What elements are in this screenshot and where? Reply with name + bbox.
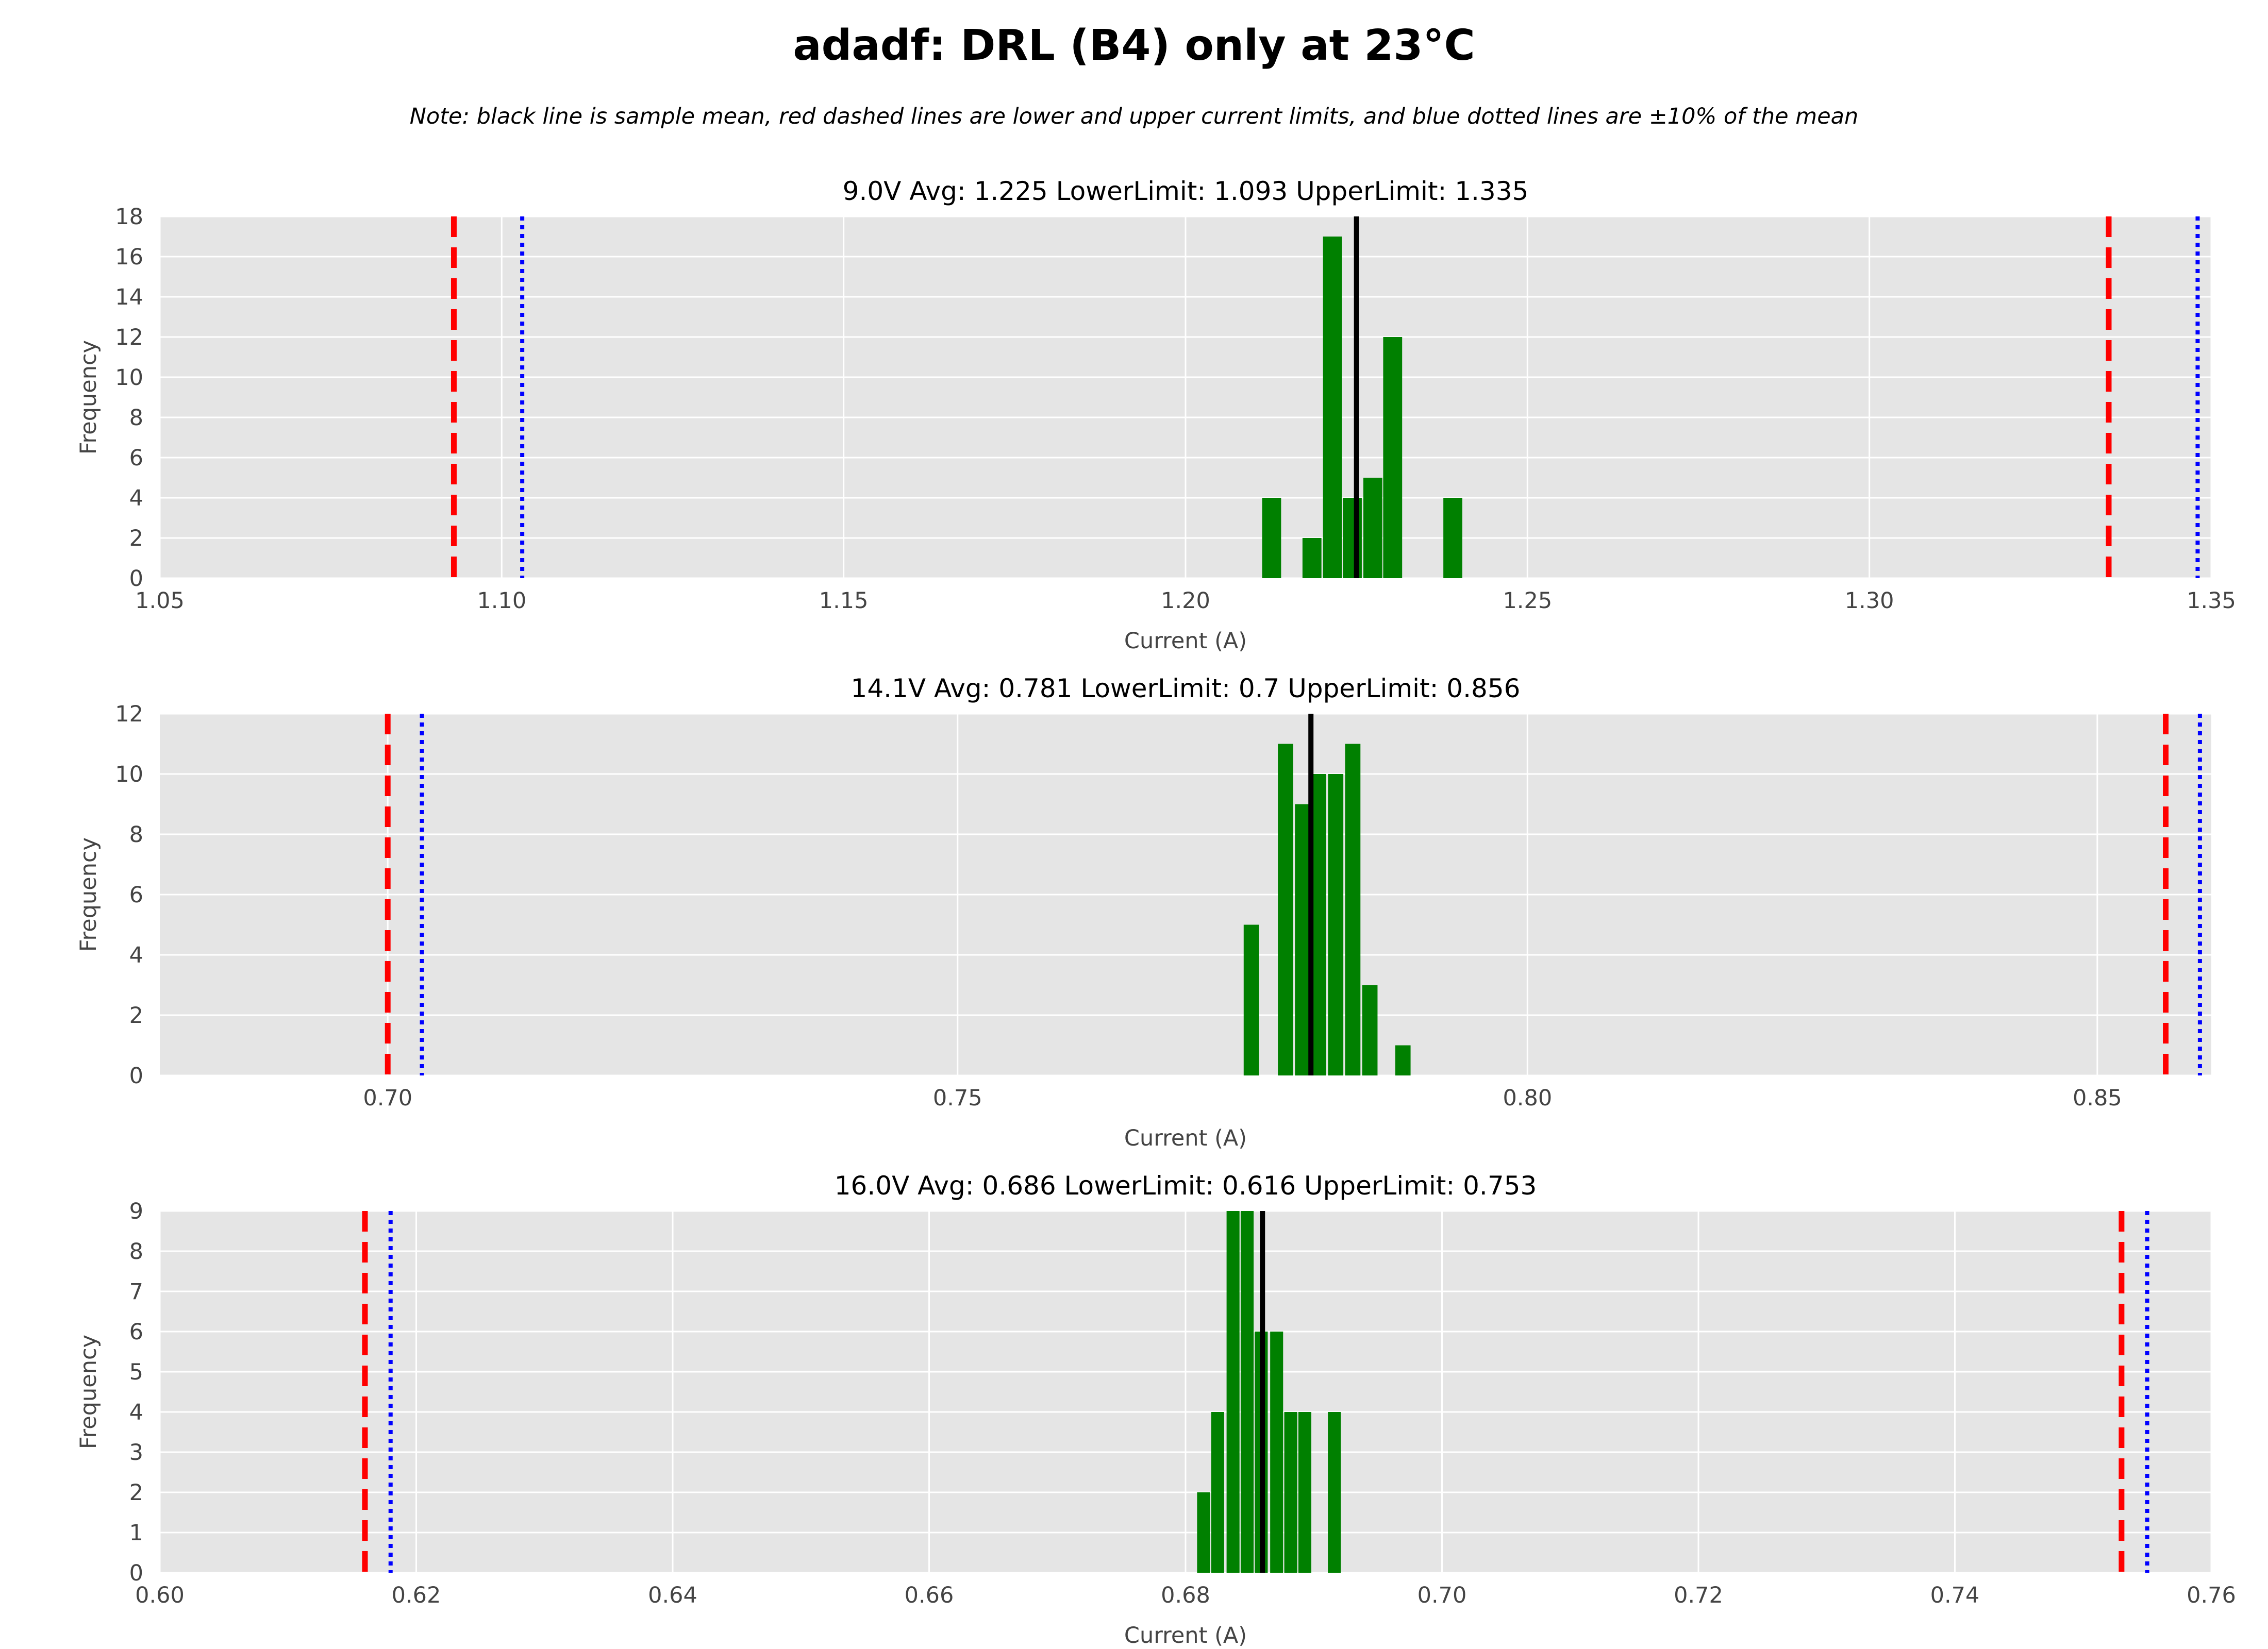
x-tick-label: 0.75 — [933, 1085, 982, 1111]
y-tick-label: 10 — [115, 365, 143, 391]
y-tick-label: 6 — [129, 882, 143, 908]
histogram-bar — [1226, 1211, 1240, 1573]
x-tick-label: 1.35 — [2187, 588, 2236, 614]
histogram-bar — [1211, 1412, 1224, 1573]
y-tick-label: 2 — [129, 526, 143, 551]
x-tick-label: 0.85 — [2073, 1085, 2122, 1111]
x-tick-label: 0.64 — [648, 1583, 697, 1608]
x-tick-label: 1.20 — [1161, 588, 1210, 614]
y-tick-label: 18 — [115, 204, 143, 230]
figure-title: adadf: DRL (B4) only at 23°C — [793, 21, 1475, 70]
histogram-bar — [1443, 498, 1462, 578]
histogram-bar — [1262, 498, 1281, 578]
y-tick-label: 6 — [129, 445, 143, 471]
y-axis-label: Frequency — [76, 340, 102, 455]
x-tick-label: 0.70 — [1418, 1583, 1467, 1608]
x-tick-label: 1.05 — [135, 588, 185, 614]
panel-title: 14.1V Avg: 0.781 LowerLimit: 0.7 UpperLi… — [851, 674, 1521, 703]
y-tick-label: 4 — [129, 943, 143, 968]
histogram-bar — [1328, 1412, 1341, 1573]
panel-title: 16.0V Avg: 0.686 LowerLimit: 0.616 Upper… — [835, 1171, 1537, 1201]
y-tick-label: 8 — [129, 822, 143, 848]
x-tick-label: 0.68 — [1161, 1583, 1210, 1608]
x-tick-label: 0.74 — [1930, 1583, 1980, 1608]
x-tick-label: 0.80 — [1503, 1085, 1552, 1111]
histogram-bar — [1278, 744, 1293, 1075]
histogram-bar — [1243, 924, 1259, 1075]
x-tick-label: 1.15 — [819, 588, 869, 614]
histogram-bar — [1383, 337, 1403, 578]
y-tick-label: 4 — [129, 1400, 143, 1425]
histogram-bar — [1345, 744, 1361, 1075]
y-tick-label: 1 — [129, 1520, 143, 1546]
x-tick-label: 1.30 — [1845, 588, 1894, 614]
histogram-bar — [1363, 478, 1382, 578]
y-tick-label: 14 — [115, 284, 143, 310]
y-tick-label: 4 — [129, 485, 143, 511]
y-tick-label: 10 — [115, 762, 143, 787]
histogram-panel: 0.60 0.62 0.64 0.66 0.68 0.70 0.72 0.74 0.76 0 1 2 3… — [76, 1171, 2236, 1648]
histogram-bar — [1240, 1211, 1254, 1573]
y-tick-label: 0 — [129, 1063, 143, 1089]
y-tick-label: 8 — [129, 405, 143, 431]
histogram-bar — [1395, 1045, 1411, 1075]
y-tick-label: 12 — [115, 701, 143, 727]
x-tick-label: 0.70 — [363, 1085, 412, 1111]
x-axis-label: Current (A) — [1124, 628, 1247, 654]
x-tick-label: 0.76 — [2187, 1583, 2236, 1608]
histogram-bar — [1302, 538, 1322, 578]
y-tick-label: 7 — [129, 1279, 143, 1305]
y-tick-label: 0 — [129, 566, 143, 592]
y-tick-label: 3 — [129, 1440, 143, 1466]
y-tick-label: 16 — [115, 244, 143, 270]
histogram-bar — [1295, 804, 1310, 1075]
histogram-bar — [1284, 1412, 1297, 1573]
panel-title: 9.0V Avg: 1.225 LowerLimit: 1.093 UpperL… — [843, 176, 1529, 206]
y-tick-label: 5 — [129, 1359, 143, 1385]
y-axis-label: Frequency — [76, 1335, 102, 1449]
y-tick-label: 8 — [129, 1239, 143, 1265]
y-tick-label: 0 — [129, 1560, 143, 1586]
x-tick-label: 0.72 — [1674, 1583, 1723, 1608]
y-axis-label: Frequency — [76, 837, 102, 952]
x-axis-label: Current (A) — [1124, 1623, 1247, 1648]
x-tick-label: 0.62 — [392, 1583, 441, 1608]
histogram-panel: 0.70 0.75 0.80 0.85 0 2 4 6 8 10 12 14.1V Avg: 0.78… — [76, 674, 2211, 1151]
figure-note: Note: black line is sample mean, red das… — [410, 104, 1859, 129]
histogram-bar — [1197, 1492, 1210, 1573]
y-tick-label: 2 — [129, 1003, 143, 1029]
x-tick-label: 0.66 — [905, 1583, 954, 1608]
histogram-panel: 1.05 1.10 1.15 1.20 1.25 1.30 1.35 0 2 4 6 8 10 12 14 1… — [76, 176, 2236, 654]
histogram-bar — [1298, 1412, 1312, 1573]
x-tick-label: 1.10 — [477, 588, 526, 614]
y-tick-label: 2 — [129, 1480, 143, 1506]
x-axis-label: Current (A) — [1124, 1125, 1247, 1151]
histogram-panels: 1.05 1.10 1.15 1.20 1.25 1.30 1.35024681012141… — [76, 176, 2236, 1648]
histogram-bar — [1323, 237, 1342, 578]
x-tick-label: 1.25 — [1503, 588, 1552, 614]
histogram-bar — [1362, 985, 1378, 1075]
x-tick-label: 0.60 — [135, 1583, 185, 1608]
histogram-bar — [1270, 1332, 1283, 1573]
y-tick-label: 12 — [115, 325, 143, 350]
y-tick-label: 9 — [129, 1199, 143, 1224]
histogram-bar — [1328, 774, 1344, 1075]
y-tick-label: 6 — [129, 1319, 143, 1345]
